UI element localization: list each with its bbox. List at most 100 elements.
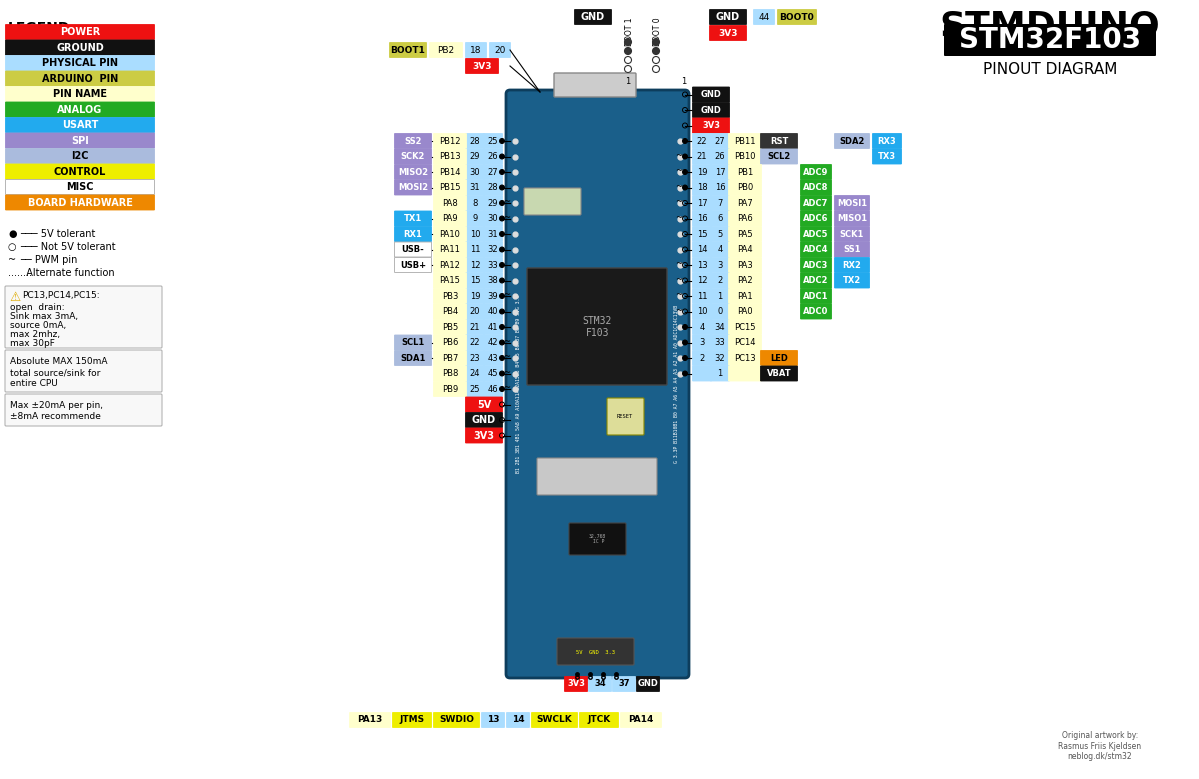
FancyBboxPatch shape: [693, 196, 711, 210]
Text: 26: 26: [488, 152, 499, 161]
Text: ~: ~: [675, 306, 682, 315]
FancyBboxPatch shape: [570, 523, 626, 555]
Text: 30: 30: [488, 214, 499, 223]
Text: PB11: PB11: [734, 136, 755, 146]
Text: PA9: PA9: [442, 214, 458, 223]
Text: GND: GND: [582, 12, 605, 22]
Text: 2: 2: [717, 276, 723, 285]
Text: GND: GND: [700, 105, 722, 115]
Circle shape: [682, 185, 687, 190]
FancyBboxPatch shape: [710, 26, 747, 41]
Circle shape: [500, 231, 505, 237]
Text: ADC5: ADC5: [803, 230, 829, 238]
Text: SDA1: SDA1: [400, 354, 426, 362]
Text: RX3: RX3: [878, 136, 897, 146]
Text: 30: 30: [470, 167, 481, 177]
FancyBboxPatch shape: [434, 227, 466, 241]
Circle shape: [500, 139, 505, 143]
FancyBboxPatch shape: [693, 103, 729, 118]
Circle shape: [500, 371, 505, 376]
FancyBboxPatch shape: [835, 133, 869, 149]
FancyBboxPatch shape: [465, 180, 484, 195]
Text: 0: 0: [717, 307, 723, 316]
FancyBboxPatch shape: [760, 149, 797, 164]
FancyBboxPatch shape: [465, 273, 484, 288]
FancyBboxPatch shape: [6, 102, 155, 117]
Text: JTCK: JTCK: [588, 715, 610, 724]
Text: 16: 16: [715, 183, 725, 192]
Text: 3: 3: [717, 260, 723, 270]
Circle shape: [682, 325, 687, 330]
FancyBboxPatch shape: [729, 164, 761, 179]
FancyBboxPatch shape: [465, 413, 502, 428]
Text: 46: 46: [488, 385, 499, 393]
Text: PA10: PA10: [440, 230, 460, 238]
FancyBboxPatch shape: [465, 382, 484, 397]
FancyBboxPatch shape: [574, 9, 611, 24]
Text: PC13: PC13: [734, 354, 755, 362]
FancyBboxPatch shape: [528, 268, 667, 385]
Text: MOSI2: MOSI2: [398, 183, 428, 192]
Text: ~: ~: [504, 353, 510, 361]
FancyBboxPatch shape: [711, 319, 729, 334]
Circle shape: [500, 309, 505, 314]
FancyBboxPatch shape: [835, 211, 869, 226]
Text: PA6: PA6: [737, 214, 753, 223]
FancyBboxPatch shape: [6, 55, 155, 71]
Text: USB+: USB+: [400, 260, 426, 270]
FancyBboxPatch shape: [5, 350, 162, 392]
FancyBboxPatch shape: [394, 351, 432, 365]
Text: PC15: PC15: [734, 323, 755, 332]
Text: TX1: TX1: [404, 214, 422, 223]
FancyBboxPatch shape: [729, 227, 761, 241]
FancyBboxPatch shape: [693, 227, 711, 241]
Text: GND: GND: [472, 415, 496, 425]
Text: 34: 34: [595, 679, 605, 689]
Text: 18: 18: [470, 45, 482, 55]
Text: 29: 29: [488, 199, 499, 207]
FancyBboxPatch shape: [693, 164, 711, 179]
Text: 15: 15: [470, 276, 481, 285]
Text: 10: 10: [697, 307, 707, 316]
FancyBboxPatch shape: [835, 196, 869, 210]
Text: SCL2: SCL2: [767, 152, 790, 161]
Text: 20: 20: [470, 307, 481, 316]
FancyBboxPatch shape: [465, 242, 484, 257]
FancyBboxPatch shape: [777, 9, 817, 24]
Text: 20: 20: [494, 45, 506, 55]
Text: MISO1: MISO1: [837, 214, 867, 223]
FancyBboxPatch shape: [693, 149, 711, 164]
FancyBboxPatch shape: [711, 149, 729, 164]
Text: G 3.3P B11B10B1 B0 A7 A6 A5 A4 A3 A2 A1 A0 ADC1C14C13VB: G 3.3P B11B10B1 B0 A7 A6 A5 A4 A3 A2 A1 …: [674, 305, 679, 463]
FancyBboxPatch shape: [760, 366, 797, 381]
FancyBboxPatch shape: [434, 713, 480, 728]
FancyBboxPatch shape: [489, 43, 511, 58]
Text: entire CPU: entire CPU: [10, 379, 58, 388]
FancyBboxPatch shape: [710, 9, 747, 24]
Text: PB0: PB0: [737, 183, 753, 192]
Text: 14: 14: [512, 715, 524, 724]
Text: 3V3: 3V3: [718, 29, 737, 37]
Circle shape: [500, 154, 505, 159]
Text: PB12: PB12: [439, 136, 460, 146]
FancyBboxPatch shape: [483, 133, 502, 149]
Text: SWDIO: SWDIO: [439, 715, 474, 724]
FancyBboxPatch shape: [482, 713, 505, 728]
Text: Max ±20mA per pin,: Max ±20mA per pin,: [10, 401, 103, 410]
FancyBboxPatch shape: [483, 304, 502, 319]
FancyBboxPatch shape: [483, 164, 502, 179]
Text: PB1: PB1: [737, 167, 753, 177]
FancyBboxPatch shape: [465, 58, 499, 73]
FancyBboxPatch shape: [434, 211, 466, 226]
FancyBboxPatch shape: [483, 227, 502, 241]
Text: 42: 42: [488, 338, 499, 347]
Text: SPI: SPI: [71, 136, 89, 146]
Text: ~: ~: [675, 167, 682, 175]
FancyBboxPatch shape: [711, 211, 729, 226]
Text: 25: 25: [488, 136, 499, 146]
FancyBboxPatch shape: [693, 273, 711, 288]
Circle shape: [500, 386, 505, 392]
Text: LED: LED: [770, 354, 788, 362]
FancyBboxPatch shape: [835, 227, 869, 241]
FancyBboxPatch shape: [483, 196, 502, 210]
